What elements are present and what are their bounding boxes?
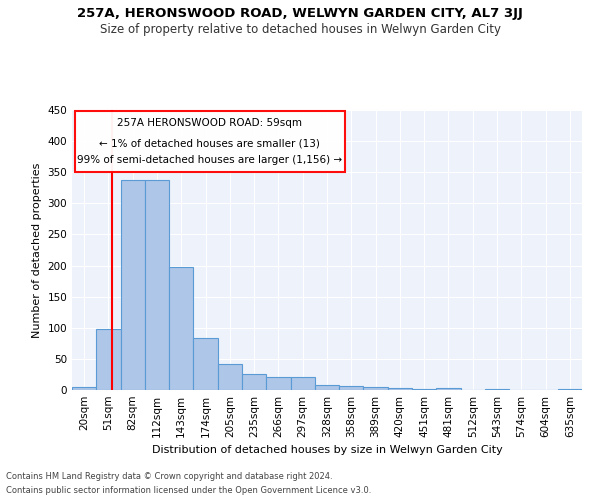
Bar [558,389,582,390]
Text: Contains HM Land Registry data © Crown copyright and database right 2024.: Contains HM Land Registry data © Crown c… [6,472,332,481]
Text: 257A, HERONSWOOD ROAD, WELWYN GARDEN CITY, AL7 3JJ: 257A, HERONSWOOD ROAD, WELWYN GARDEN CIT… [77,8,523,20]
Bar [388,388,412,390]
Text: 99% of semi-detached houses are larger (1,156) →: 99% of semi-detached houses are larger (… [77,155,342,165]
Bar [121,180,145,390]
Text: 257A HERONSWOOD ROAD: 59sqm: 257A HERONSWOOD ROAD: 59sqm [117,118,302,128]
Bar [169,267,193,390]
Text: ← 1% of detached houses are smaller (13): ← 1% of detached houses are smaller (13) [99,138,320,148]
Bar [339,386,364,390]
Bar [145,180,169,390]
FancyBboxPatch shape [74,112,345,172]
X-axis label: Distribution of detached houses by size in Welwyn Garden City: Distribution of detached houses by size … [152,446,502,456]
Text: Contains public sector information licensed under the Open Government Licence v3: Contains public sector information licen… [6,486,371,495]
Bar [315,385,339,390]
Bar [72,387,96,390]
Bar [266,377,290,390]
Bar [193,338,218,390]
Bar [218,364,242,390]
Text: Size of property relative to detached houses in Welwyn Garden City: Size of property relative to detached ho… [100,22,500,36]
Bar [242,374,266,390]
Bar [290,377,315,390]
Bar [364,387,388,390]
Bar [436,388,461,390]
Y-axis label: Number of detached properties: Number of detached properties [32,162,42,338]
Bar [96,329,121,390]
